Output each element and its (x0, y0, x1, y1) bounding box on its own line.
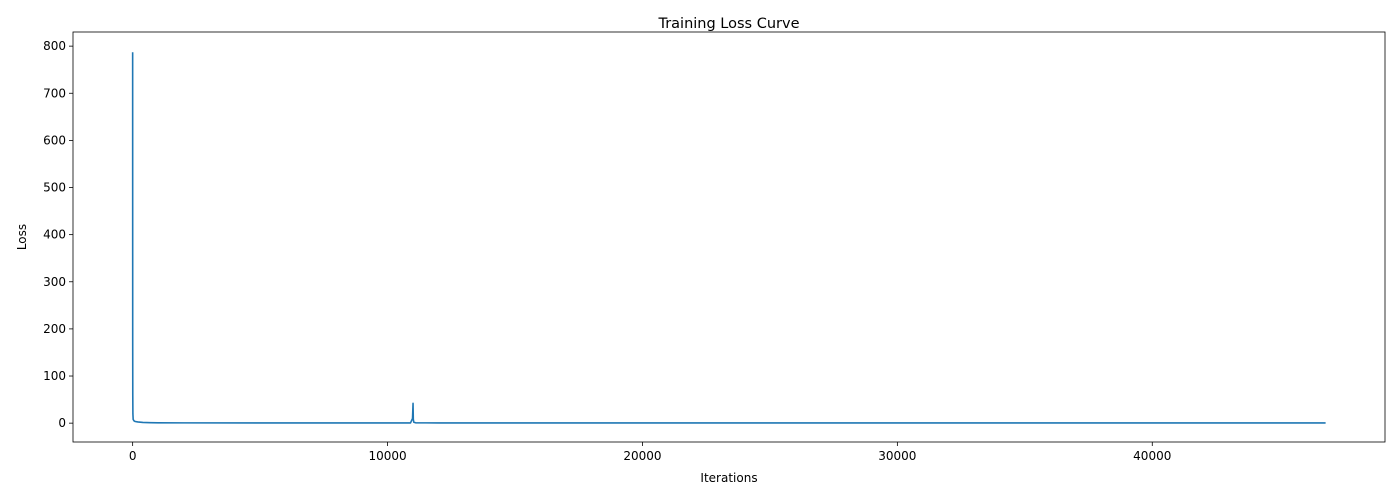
y-axis-label: Loss (15, 224, 29, 250)
y-tick-label: 600 (43, 133, 66, 147)
y-tick-label: 400 (43, 228, 66, 242)
x-tick-label: 40000 (1133, 449, 1171, 463)
ticks-layer: 0 10000 20000 30000 40000 0 100 200 300 400 500 600… (43, 39, 1171, 463)
x-tick-label: 30000 (878, 449, 916, 463)
y-tick-label: 500 (43, 181, 66, 195)
y-tick-label: 0 (58, 416, 66, 430)
y-tick-label: 700 (43, 86, 66, 100)
y-tick-label: 300 (43, 275, 66, 289)
series-layer (131, 52, 1326, 424)
y-tick-label: 100 (43, 369, 66, 383)
x-tick-label: 10000 (368, 449, 406, 463)
y-tick-label: 200 (43, 322, 66, 336)
plot-frame (72, 31, 1386, 443)
chart-title: Training Loss Curve (657, 16, 799, 32)
x-tick-label: 20000 (623, 449, 661, 463)
y-tick-label: 800 (43, 39, 66, 53)
loss-series-line (131, 52, 1326, 424)
x-tick-label: 0 (129, 449, 137, 463)
x-axis-label: Iterations (700, 471, 757, 485)
